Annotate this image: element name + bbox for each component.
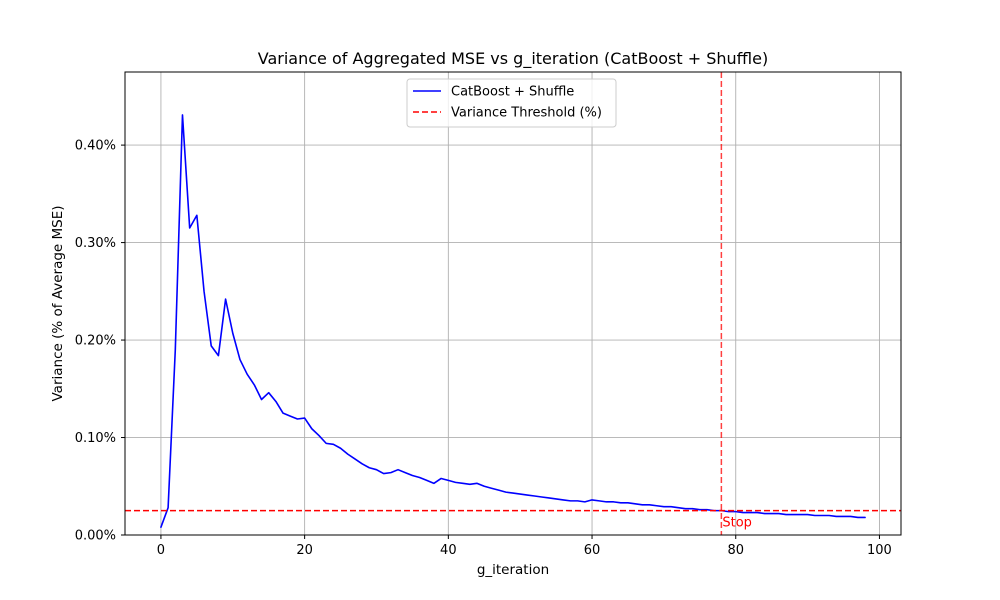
y-tick-label: 0.30% bbox=[75, 236, 116, 251]
x-tick-label: 60 bbox=[584, 543, 601, 558]
legend-label: Variance Threshold (%) bbox=[451, 106, 602, 121]
y-tick-label: 0.40% bbox=[75, 139, 116, 154]
plot-frame bbox=[124, 71, 902, 536]
y-tick-label: 0.20% bbox=[75, 334, 116, 349]
stop-annotation: Stop bbox=[722, 516, 752, 531]
y-axis-label: Variance (% of Average MSE) bbox=[50, 205, 66, 401]
chart-title: Variance of Aggregated MSE vs g_iteratio… bbox=[258, 49, 768, 69]
x-tick-label: 20 bbox=[296, 543, 313, 558]
series-layer bbox=[125, 114, 901, 529]
legend-box bbox=[406, 78, 617, 128]
series-line-catboost-shuffle bbox=[160, 114, 866, 529]
x-tick-label: 40 bbox=[440, 543, 457, 558]
x-tick-label: 0 bbox=[157, 543, 165, 558]
legend-label: CatBoost + Shuffle bbox=[451, 85, 574, 100]
x-tick-label: 80 bbox=[727, 543, 744, 558]
x-axis-label: g_iteration bbox=[477, 562, 549, 578]
legend: CatBoost + Shuffle Variance Threshold (%) bbox=[406, 78, 617, 128]
x-tick-label: 100 bbox=[867, 543, 892, 558]
y-tick-label: 0.00% bbox=[75, 529, 116, 544]
annotations: Stop bbox=[722, 516, 752, 531]
y-tick-label: 0.10% bbox=[75, 431, 116, 446]
y-axis-ticks: 0.00% 0.10% 0.20% 0.30% 0.40% bbox=[75, 139, 125, 544]
x-axis-ticks: 0 20 40 60 80 100 bbox=[157, 535, 892, 558]
